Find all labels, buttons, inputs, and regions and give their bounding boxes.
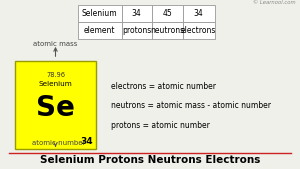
Text: electrons = atomic number: electrons = atomic number	[111, 82, 216, 91]
Text: 78.96: 78.96	[46, 72, 65, 78]
FancyBboxPatch shape	[122, 5, 152, 22]
Text: protons: protons	[122, 26, 151, 35]
FancyBboxPatch shape	[152, 5, 183, 22]
Text: Selenium: Selenium	[82, 9, 118, 18]
Text: © Learnool.com: © Learnool.com	[253, 0, 296, 5]
Text: atomic number: atomic number	[32, 140, 85, 146]
FancyBboxPatch shape	[183, 5, 214, 22]
Text: protons = atomic number: protons = atomic number	[111, 120, 210, 130]
Text: atomic mass: atomic mass	[33, 41, 78, 47]
FancyBboxPatch shape	[152, 22, 183, 39]
Text: neutrons = atomic mass - atomic number: neutrons = atomic mass - atomic number	[111, 101, 271, 110]
FancyBboxPatch shape	[78, 5, 122, 22]
Text: 34: 34	[194, 9, 204, 18]
FancyBboxPatch shape	[183, 22, 214, 39]
Text: Selenium: Selenium	[39, 81, 72, 87]
Text: Selenium Protons Neutrons Electrons: Selenium Protons Neutrons Electrons	[40, 155, 260, 165]
FancyBboxPatch shape	[122, 22, 152, 39]
Text: 34: 34	[80, 137, 93, 146]
FancyBboxPatch shape	[15, 61, 96, 149]
Text: Se: Se	[36, 94, 75, 122]
Text: neutrons: neutrons	[150, 26, 184, 35]
Text: 34: 34	[132, 9, 141, 18]
Text: electrons: electrons	[181, 26, 216, 35]
Text: 45: 45	[162, 9, 172, 18]
Text: element: element	[84, 26, 116, 35]
FancyBboxPatch shape	[78, 22, 122, 39]
